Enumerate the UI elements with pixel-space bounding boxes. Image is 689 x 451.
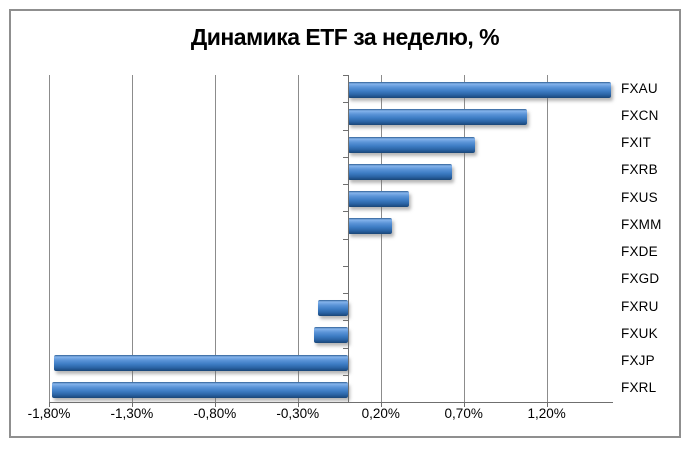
category-label-FXUS: FXUS [621, 189, 658, 205]
y-axis-tick [342, 75, 348, 76]
x-tick-label: -1,30% [110, 406, 154, 421]
x-axis-tick [214, 402, 216, 407]
category-label-FXCN: FXCN [621, 107, 659, 123]
category-label-FXJP: FXJP [621, 353, 655, 369]
x-axis-tick [546, 402, 548, 407]
y-axis-tick [342, 129, 348, 131]
y-axis-tick [342, 211, 348, 213]
x-tick-label: -1,80% [27, 406, 71, 421]
y-axis-line [347, 75, 349, 402]
x-gridline [214, 75, 216, 402]
x-gridline [131, 75, 133, 402]
y-axis-tick [342, 265, 348, 267]
category-label-FXRU: FXRU [621, 298, 659, 314]
x-tick-label: 0,70% [444, 406, 483, 421]
x-tick-label: -0,80% [193, 406, 237, 421]
bar-FXCN [347, 109, 527, 126]
category-label-FXMM: FXMM [621, 216, 662, 232]
y-axis-tick [342, 102, 348, 104]
x-axis-tick [463, 402, 465, 407]
bar-FXRB [347, 163, 453, 180]
x-gridline [546, 75, 548, 402]
y-axis-tick [342, 293, 348, 294]
x-axis-tick [49, 402, 50, 407]
category-label-FXRB: FXRB [621, 162, 658, 178]
x-axis-tick [131, 402, 133, 407]
x-axis-tick [297, 402, 299, 407]
x-tick-label: 0,20% [361, 406, 400, 421]
bar-FXAU [347, 82, 612, 98]
x-tick-label: -0,30% [276, 406, 320, 421]
category-label-FXDE: FXDE [621, 244, 658, 260]
category-label-FXRL: FXRL [621, 380, 657, 396]
bar-FXRU [317, 300, 348, 316]
y-axis-tick [342, 347, 348, 349]
y-axis-tick [342, 238, 348, 240]
bar-FXMM [347, 218, 393, 235]
x-gridline [49, 75, 50, 402]
category-label-FXUK: FXUK [621, 325, 658, 341]
x-tick-label: 1,20% [527, 406, 566, 421]
bar-FXJP [54, 354, 348, 371]
bar-FXUS [347, 191, 409, 207]
y-axis-tick [342, 374, 348, 376]
x-gridline [297, 75, 299, 402]
bar-FXIT [347, 136, 476, 153]
category-label-FXIT: FXIT [621, 135, 652, 151]
x-axis-line [49, 402, 613, 403]
category-label-FXGD: FXGD [621, 271, 660, 287]
x-axis-tick [380, 402, 382, 407]
x-gridline [463, 75, 465, 402]
y-axis-tick [342, 402, 348, 403]
y-axis-tick [342, 156, 348, 158]
bar-FXUK [314, 327, 348, 344]
chart-title: Динамика ETF за неделю, % [190, 24, 500, 50]
x-gridline [380, 75, 382, 402]
category-label-FXAU: FXAU [621, 80, 658, 96]
y-axis-tick [342, 184, 348, 185]
bar-FXRL [52, 381, 348, 398]
y-axis-tick [342, 320, 348, 322]
